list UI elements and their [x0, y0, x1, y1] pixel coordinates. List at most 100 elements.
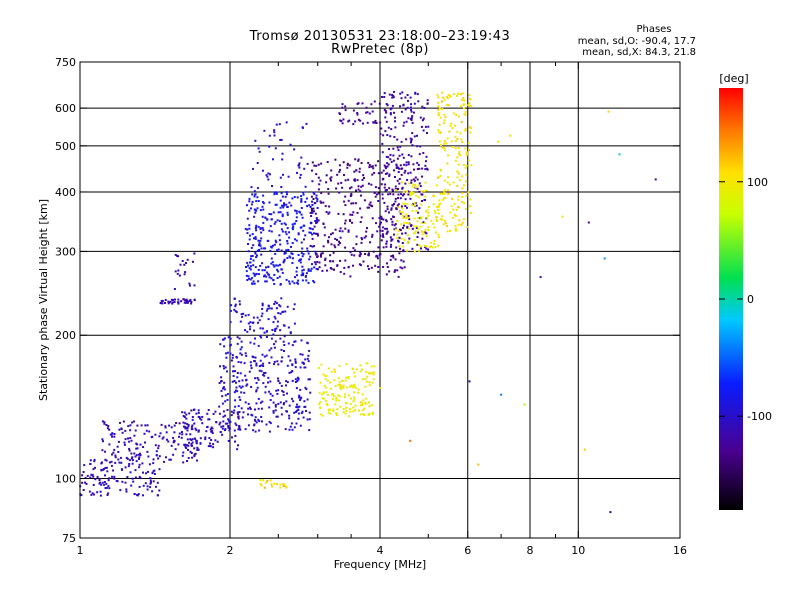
scatter-point — [205, 430, 208, 433]
scatter-point — [437, 105, 440, 108]
scatter-point — [413, 111, 415, 114]
scatter-point — [223, 381, 226, 384]
scatter-point — [407, 172, 410, 175]
scatter-point — [353, 398, 356, 401]
scatter-point — [438, 140, 441, 143]
scatter-point — [339, 168, 341, 171]
scatter-point — [313, 245, 315, 248]
scatter-point — [384, 130, 387, 133]
scatter-point — [123, 443, 126, 446]
scatter-point — [432, 194, 435, 197]
scatter-point — [320, 252, 323, 255]
scatter-point — [442, 96, 445, 99]
scatter-point — [224, 422, 227, 425]
scatter-point — [388, 93, 391, 96]
scatter-point — [164, 426, 167, 429]
scatter-point — [283, 252, 286, 255]
scatter-point — [190, 425, 193, 428]
scatter-point — [347, 376, 350, 378]
scatter-point — [438, 123, 441, 126]
scatter-point — [236, 413, 239, 416]
scatter-point — [427, 125, 430, 128]
scatter-point — [255, 402, 258, 405]
scatter-point — [96, 476, 99, 478]
scatter-point — [351, 221, 353, 224]
scatter-point — [86, 474, 89, 477]
scatter-point — [388, 175, 391, 177]
scatter-point — [187, 457, 190, 459]
scatter-point — [470, 164, 473, 167]
scatter-point — [603, 257, 606, 260]
scatter-point — [332, 408, 335, 411]
scatter-point — [437, 212, 440, 215]
chart-title: Tromsø 20130531 23:18:00–23:19:43 — [249, 29, 511, 44]
scatter-point — [391, 220, 394, 223]
scatter-point — [130, 439, 133, 442]
scatter-point — [268, 276, 271, 279]
scatter-point — [266, 175, 269, 178]
scatter-point — [209, 445, 212, 448]
scatter-point — [364, 397, 367, 400]
scatter-point — [135, 460, 138, 463]
scatter-point — [342, 379, 345, 382]
scatter-point — [291, 370, 294, 372]
scatter-point — [301, 247, 304, 250]
scatter-point — [456, 138, 459, 140]
scatter-point — [270, 483, 273, 486]
scatter-point — [186, 429, 189, 432]
scatter-point — [397, 197, 399, 200]
scatter-point — [460, 121, 463, 124]
scatter-point — [246, 279, 249, 281]
scatter-point — [329, 381, 331, 384]
scatter-point — [249, 325, 252, 328]
scatter-point — [253, 208, 256, 211]
scatter-point — [463, 107, 465, 110]
scatter-point — [264, 280, 267, 283]
scatter-point — [261, 312, 264, 315]
scatter-point — [312, 207, 315, 210]
scatter-point — [122, 420, 125, 423]
scatter-point — [367, 268, 370, 270]
scatter-point — [361, 402, 364, 405]
scatter-point — [350, 202, 353, 205]
scatter-point — [158, 435, 161, 438]
scatter-point — [297, 417, 300, 420]
scatter-point — [261, 307, 264, 310]
scatter-point — [378, 225, 381, 228]
scatter-point — [367, 182, 370, 185]
scatter-point — [292, 225, 295, 228]
scatter-point — [456, 184, 459, 187]
scatter-point — [407, 163, 410, 166]
scatter-point — [137, 493, 140, 496]
scatter-point — [324, 399, 327, 402]
scatter-point — [185, 413, 188, 416]
scatter-point — [380, 127, 383, 130]
scatter-point — [300, 213, 303, 216]
scatter-point — [273, 303, 276, 305]
scatter-point — [438, 199, 441, 202]
scatter-point — [394, 185, 397, 188]
scatter-point — [186, 444, 189, 447]
scatter-point — [342, 386, 345, 389]
scatter-point — [426, 209, 429, 212]
scatter-point — [274, 147, 277, 150]
scatter-point — [409, 194, 412, 197]
scatter-point — [173, 424, 176, 427]
scatter-point — [164, 302, 166, 304]
scatter-point — [253, 274, 256, 277]
scatter-point — [251, 321, 254, 324]
scatter-point — [278, 234, 281, 237]
scatter-point — [204, 438, 207, 441]
scatter-point — [229, 352, 232, 355]
scatter-point — [114, 456, 117, 459]
scatter-point — [312, 198, 315, 200]
scatter-point — [254, 273, 257, 276]
scatter-point — [397, 149, 400, 152]
scatter-point — [230, 304, 233, 307]
scatter-point — [361, 409, 364, 412]
scatter-point — [155, 485, 157, 488]
scatter-point — [420, 217, 423, 220]
scatter-point — [383, 108, 386, 111]
scatter-point — [405, 217, 408, 220]
